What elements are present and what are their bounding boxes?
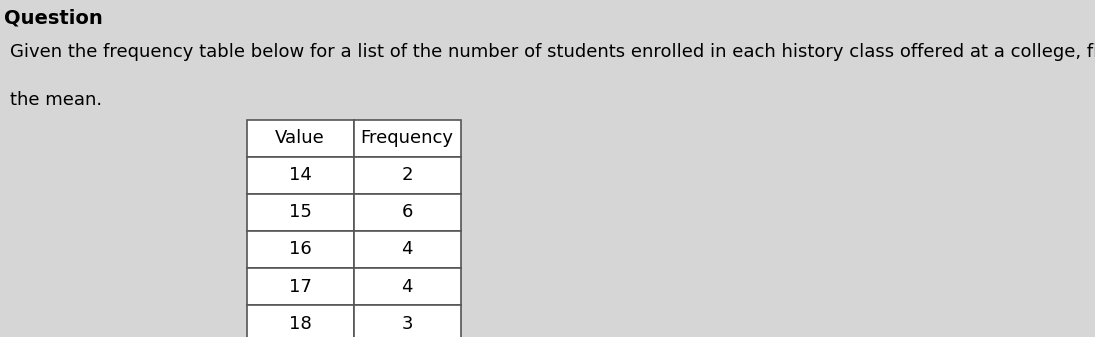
Text: 16: 16	[289, 241, 312, 258]
Text: Frequency: Frequency	[360, 129, 453, 147]
Bar	[246, 120, 354, 157]
Bar	[354, 157, 461, 194]
Text: 4: 4	[402, 278, 413, 296]
Text: 14: 14	[289, 166, 312, 184]
Text: Question: Question	[4, 8, 103, 28]
Text: the mean.: the mean.	[10, 91, 102, 109]
Bar	[354, 194, 461, 231]
Text: 2: 2	[402, 166, 413, 184]
Bar	[354, 305, 461, 337]
Text: Given the frequency table below for a list of the number of students enrolled in: Given the frequency table below for a li…	[10, 43, 1095, 61]
Text: 17: 17	[289, 278, 312, 296]
Text: 6: 6	[402, 204, 413, 221]
Bar	[354, 231, 461, 268]
Bar	[354, 268, 461, 305]
Text: Value: Value	[275, 129, 325, 147]
Text: 3: 3	[402, 315, 413, 333]
Text: 18: 18	[289, 315, 312, 333]
Text: 4: 4	[402, 241, 413, 258]
Text: 15: 15	[289, 204, 312, 221]
Bar	[354, 120, 461, 157]
Bar	[246, 268, 354, 305]
Bar	[246, 231, 354, 268]
Bar	[246, 305, 354, 337]
Bar	[246, 157, 354, 194]
Bar	[246, 194, 354, 231]
